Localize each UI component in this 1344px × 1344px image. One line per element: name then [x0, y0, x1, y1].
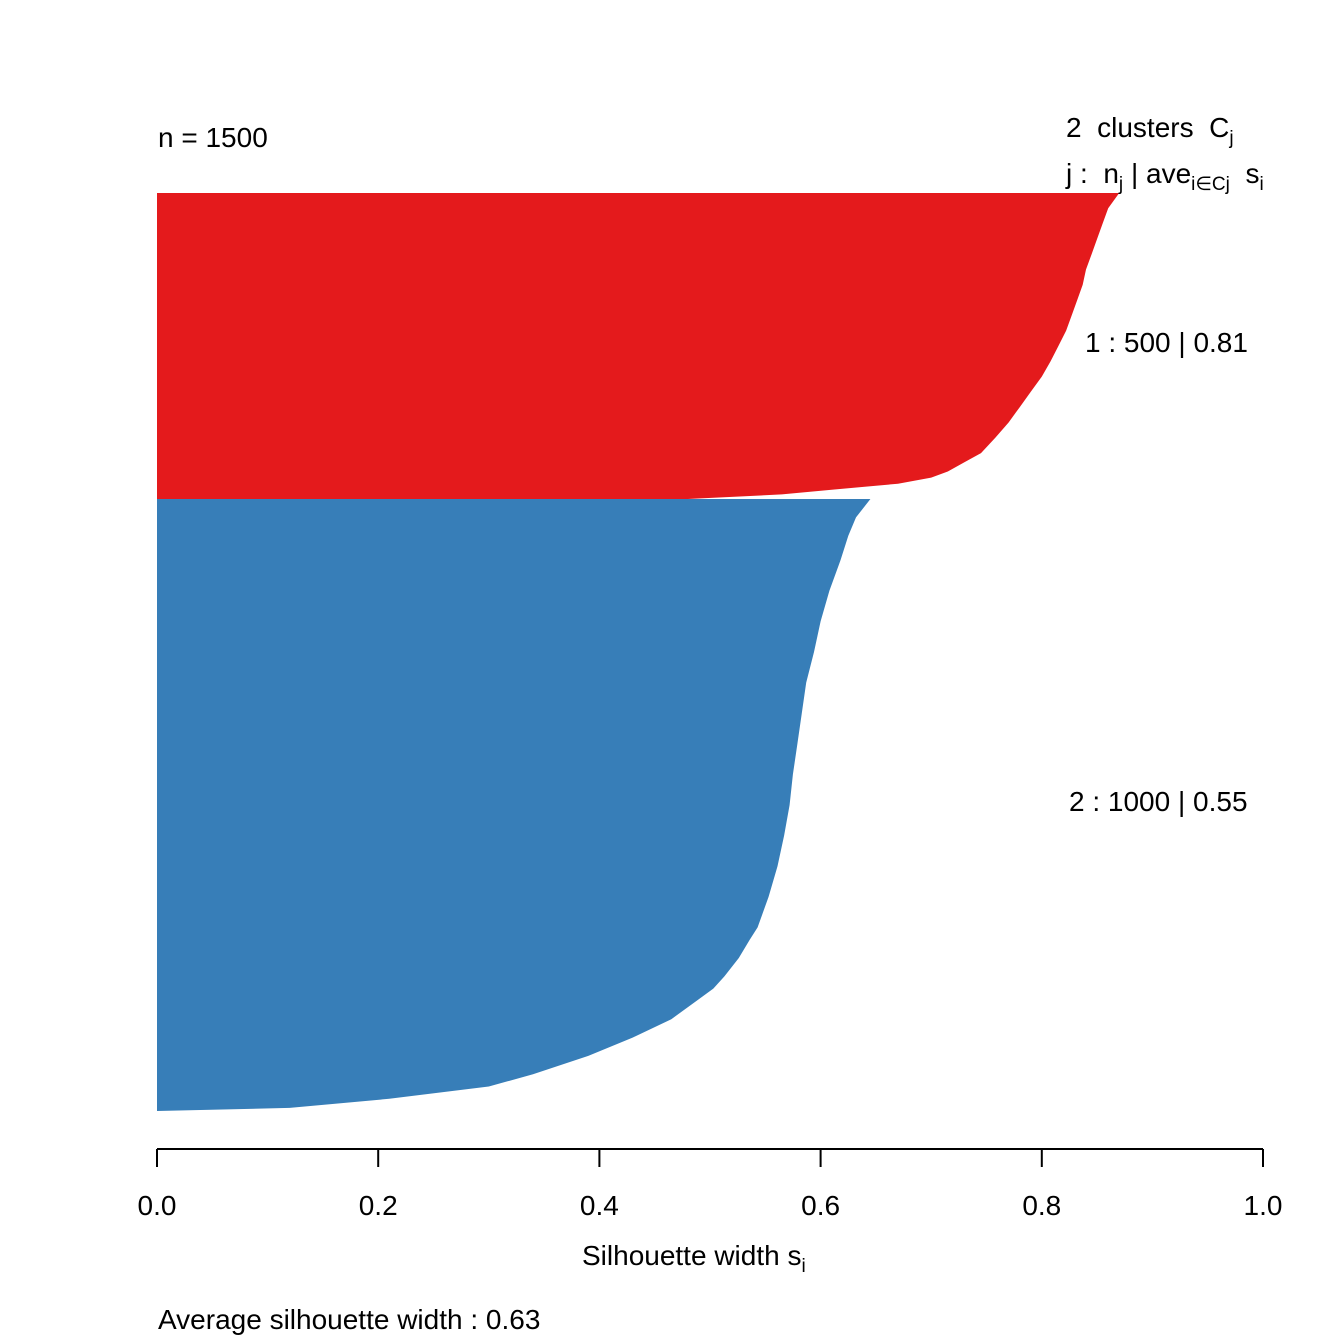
cluster-symbol-sub: j — [1229, 128, 1234, 149]
clusters-header: 2 clusters Cj — [1066, 112, 1234, 149]
x-tick-label: 0.4 — [580, 1190, 619, 1221]
x-tick-label: 0.0 — [138, 1190, 177, 1221]
average-silhouette-label: Average silhouette width : 0.63 — [158, 1304, 541, 1335]
cluster-2-label: 2 : 1000 | 0.55 — [1069, 786, 1248, 817]
legend-ave-sub: i∈Cj — [1191, 174, 1230, 195]
legend-n-sub: j — [1118, 174, 1124, 195]
cluster-1-silhouette-bars — [157, 193, 1120, 499]
legend-j: j : — [1066, 158, 1088, 189]
x-axis-label-text: Silhouette width s — [582, 1240, 802, 1271]
x-tick-label: 0.2 — [359, 1190, 398, 1221]
legend-s-sub: i — [1259, 174, 1264, 195]
cluster-2-silhouette-bars — [157, 499, 871, 1111]
clusters-word: clusters — [1097, 112, 1194, 143]
x-tick-label: 0.6 — [801, 1190, 840, 1221]
x-axis-label: Silhouette width si — [582, 1240, 806, 1277]
legend-n: n — [1103, 158, 1119, 189]
cluster-symbol: C — [1209, 112, 1230, 143]
clusters-count: 2 — [1066, 112, 1082, 143]
n-label: n = 1500 — [158, 122, 268, 153]
legend-s: s — [1245, 158, 1260, 189]
legend-sep: | — [1130, 158, 1139, 189]
cluster-1-label: 1 : 500 | 0.81 — [1085, 327, 1248, 358]
x-tick-label: 1.0 — [1244, 1190, 1283, 1221]
x-tick-label: 0.8 — [1022, 1190, 1061, 1221]
legend-ave: ave — [1146, 158, 1192, 189]
x-axis-label-sub: i — [801, 1256, 806, 1277]
legend-header: j : nj | avei∈Cj si — [1066, 158, 1264, 195]
